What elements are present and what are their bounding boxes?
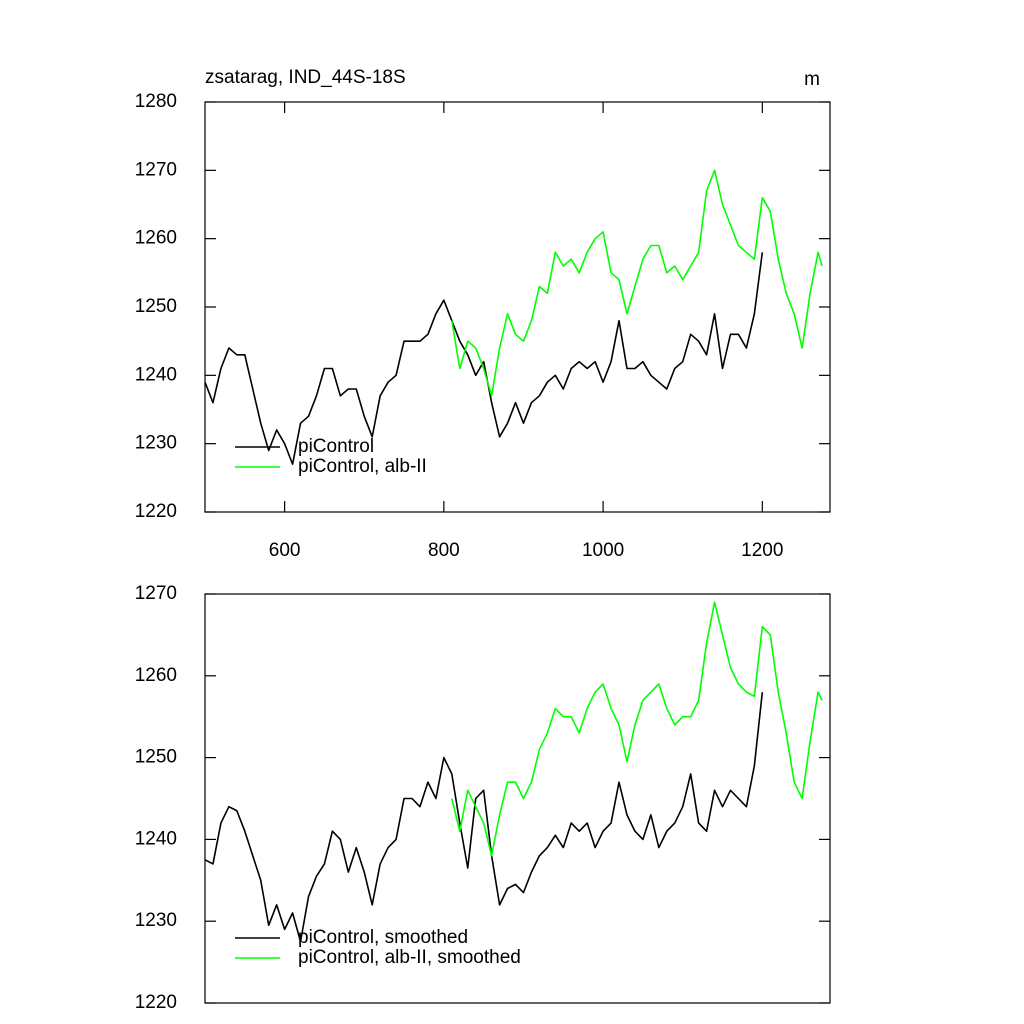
x-tick-label: 1200 (741, 540, 783, 561)
y-tick-label: 1280 (135, 91, 177, 112)
chart-title: zsatarag, IND_44S-18S (205, 67, 406, 88)
units-label: m (804, 69, 820, 90)
y-tick-label: 1240 (135, 828, 177, 849)
data-line (451, 601, 823, 857)
data-line (204, 252, 764, 465)
legend-label: piControl, smoothed (298, 927, 468, 948)
y-tick-label: 1230 (135, 910, 177, 931)
panel: 1220 1230 1240 1250 1260 1270 piControl, smoot… (135, 583, 831, 1013)
legend-label: piControl, alb-II, smoothed (298, 947, 521, 968)
legend-label: piControl (298, 436, 374, 457)
panel: zsatarag, IND_44S-18S m 1220 1230 1240 1250 12… (135, 67, 831, 561)
y-tick-label: 1230 (135, 433, 177, 454)
y-tick-label: 1250 (135, 296, 177, 317)
y-tick-label: 1220 (135, 501, 177, 522)
x-tick-label: 1000 (582, 540, 624, 561)
x-tick-label: 800 (428, 540, 460, 561)
y-tick-label: 1270 (135, 583, 177, 604)
x-tick-label: 600 (269, 540, 301, 561)
data-line (204, 692, 764, 943)
legend-label: piControl, alb-II (298, 456, 427, 477)
y-tick-label: 1260 (135, 228, 177, 249)
y-tick-label: 1260 (135, 665, 177, 686)
y-tick-label: 1270 (135, 159, 177, 180)
y-tick-label: 1240 (135, 364, 177, 385)
plot-frame (204, 593, 831, 1004)
data-line (451, 169, 823, 397)
y-tick-label: 1220 (135, 992, 177, 1013)
y-tick-label: 1250 (135, 747, 177, 768)
